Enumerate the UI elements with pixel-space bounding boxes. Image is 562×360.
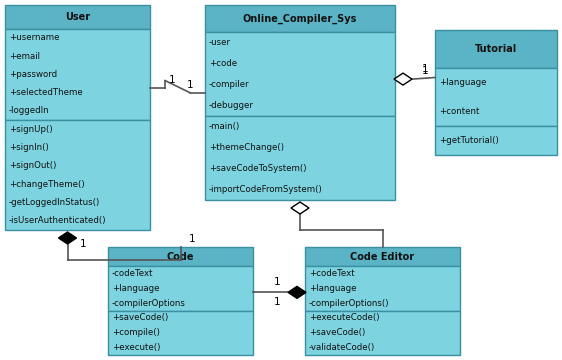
Text: 1: 1 xyxy=(274,297,280,307)
Text: -compiler: -compiler xyxy=(209,80,250,89)
Bar xyxy=(205,32,395,116)
Text: +language: +language xyxy=(439,78,487,87)
Bar xyxy=(305,247,460,266)
Text: 1: 1 xyxy=(80,239,87,249)
Text: +selectedTheme: +selectedTheme xyxy=(9,88,83,97)
Text: +compile(): +compile() xyxy=(112,328,160,337)
Text: Online_Compiler_Sys: Online_Compiler_Sys xyxy=(243,13,357,24)
Polygon shape xyxy=(58,232,76,244)
Text: +code: +code xyxy=(209,59,237,68)
Bar xyxy=(108,266,253,311)
Text: 1: 1 xyxy=(189,234,196,244)
Text: +codeText: +codeText xyxy=(309,269,355,278)
Bar xyxy=(305,311,460,355)
Text: +password: +password xyxy=(9,70,57,79)
Text: -user: -user xyxy=(209,38,231,47)
Text: +language: +language xyxy=(112,284,160,293)
Text: +username: +username xyxy=(9,33,60,42)
Text: Code Editor: Code Editor xyxy=(351,252,415,261)
Text: -debugger: -debugger xyxy=(209,101,254,110)
Text: -validateCode(): -validateCode() xyxy=(309,343,375,352)
Polygon shape xyxy=(394,73,412,85)
Text: +email: +email xyxy=(9,51,40,60)
Bar xyxy=(5,28,150,120)
Text: -getLoggedInStatus(): -getLoggedInStatus() xyxy=(9,198,100,207)
Text: +getTutorial(): +getTutorial() xyxy=(439,136,498,145)
Text: 1: 1 xyxy=(274,277,280,287)
Text: +saveCode(): +saveCode() xyxy=(112,314,168,323)
Text: 1: 1 xyxy=(169,75,175,85)
Text: -codeText: -codeText xyxy=(112,269,153,278)
Text: 1: 1 xyxy=(422,64,428,75)
Bar xyxy=(435,30,557,68)
Polygon shape xyxy=(288,286,306,298)
Bar xyxy=(205,116,395,200)
Text: 1: 1 xyxy=(422,66,428,76)
Text: -importCodeFromSystem(): -importCodeFromSystem() xyxy=(209,185,323,194)
Polygon shape xyxy=(291,202,309,214)
Text: +changeTheme(): +changeTheme() xyxy=(9,180,85,189)
Bar xyxy=(435,126,557,155)
Bar xyxy=(5,5,150,28)
Text: +content: +content xyxy=(439,107,479,116)
Bar xyxy=(205,5,395,32)
Bar xyxy=(5,120,150,230)
Text: +saveCode(): +saveCode() xyxy=(309,328,365,337)
Text: -main(): -main() xyxy=(209,122,240,131)
Text: -compilerOptions(): -compilerOptions() xyxy=(309,298,389,307)
Text: +execute(): +execute() xyxy=(112,343,160,352)
Text: +language: +language xyxy=(309,284,356,293)
Bar xyxy=(108,247,253,266)
Text: -loggedIn: -loggedIn xyxy=(9,107,49,116)
Bar xyxy=(435,68,557,126)
Text: +signIn(): +signIn() xyxy=(9,143,49,152)
Text: Code: Code xyxy=(167,252,194,261)
Text: +executeCode(): +executeCode() xyxy=(309,314,379,323)
Text: User: User xyxy=(65,12,90,22)
Text: -isUserAuthenticated(): -isUserAuthenticated() xyxy=(9,216,107,225)
Bar xyxy=(108,311,253,355)
Text: -compilerOptions: -compilerOptions xyxy=(112,298,186,307)
Text: +signOut(): +signOut() xyxy=(9,161,56,170)
Text: +themeChange(): +themeChange() xyxy=(209,143,284,152)
Text: +signUp(): +signUp() xyxy=(9,125,53,134)
Text: +saveCodeToSystem(): +saveCodeToSystem() xyxy=(209,164,306,173)
Text: 1: 1 xyxy=(187,80,193,90)
Text: Tutorial: Tutorial xyxy=(475,44,517,54)
Bar xyxy=(305,266,460,311)
